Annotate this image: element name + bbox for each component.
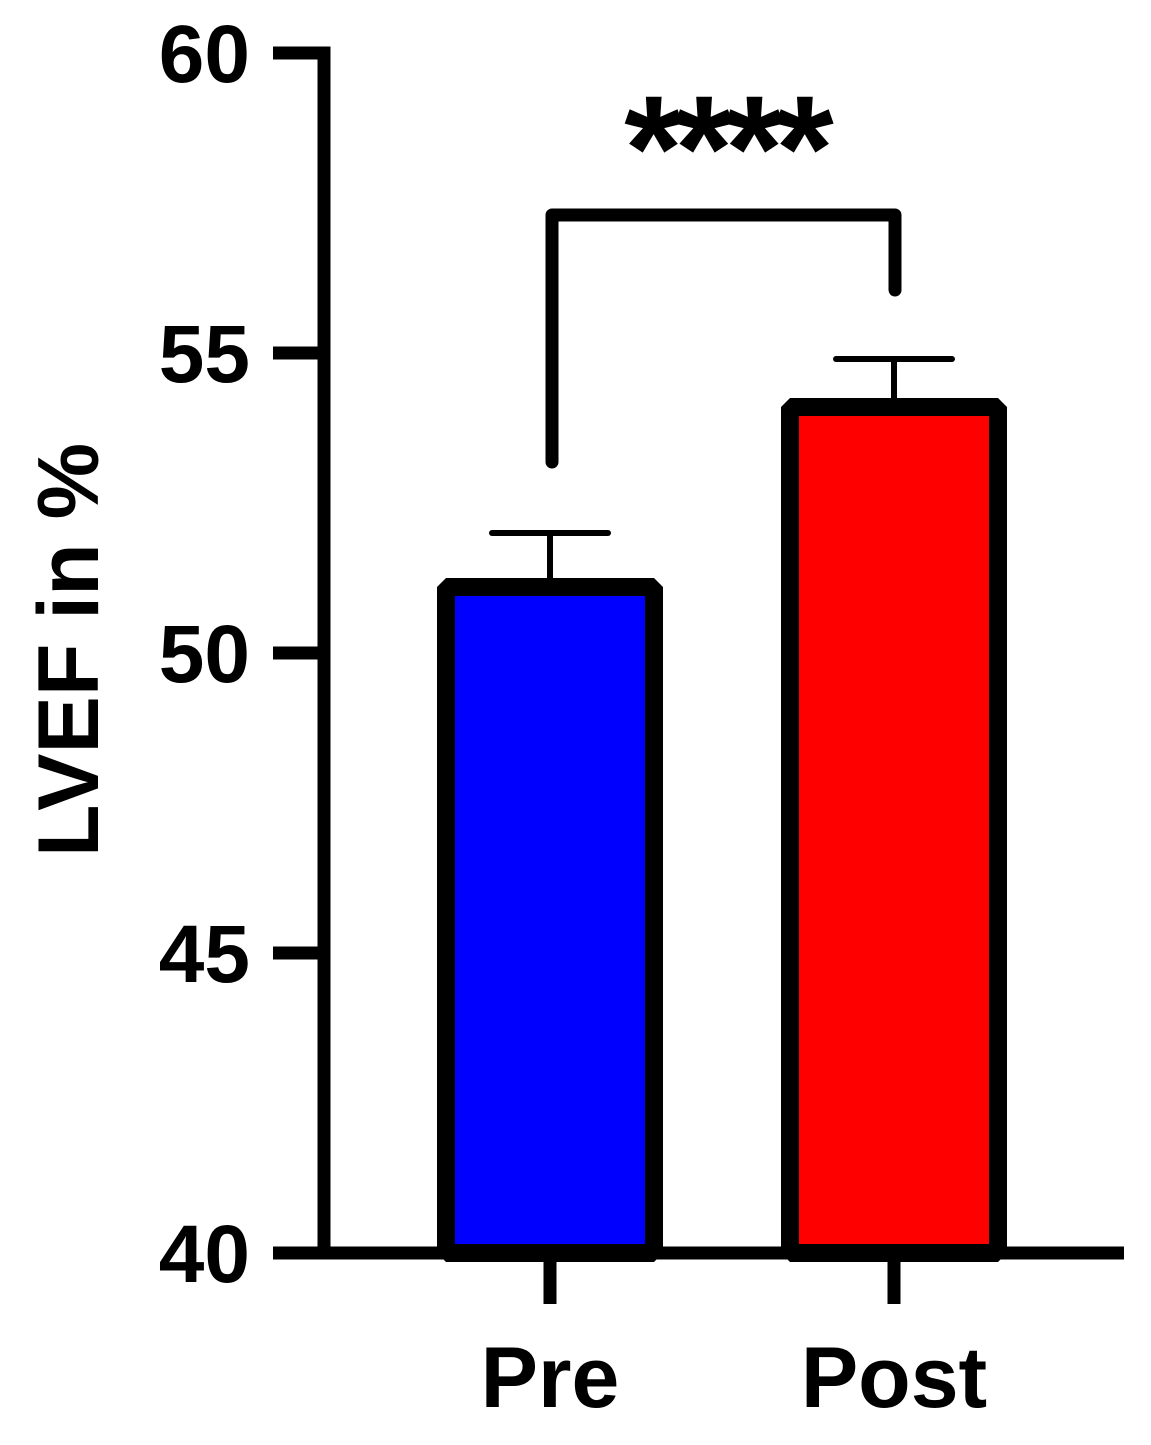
significance-label: **** xyxy=(624,64,834,232)
x-tick-label-pre: Pre xyxy=(481,1330,620,1426)
significance-bracket: **** xyxy=(545,64,902,469)
y-tick-label: 40 xyxy=(159,1209,250,1300)
bar-rect xyxy=(781,398,1007,1262)
bar-pre xyxy=(437,530,663,1262)
x-axis: Pre Post xyxy=(273,1246,1124,1426)
bars xyxy=(437,356,1007,1262)
y-tick-label: 60 xyxy=(159,9,250,100)
y-tick-label: 50 xyxy=(159,609,250,700)
y-tick-label: 45 xyxy=(159,909,250,1000)
y-tick-label: 55 xyxy=(159,309,250,400)
x-tick-label-post: Post xyxy=(801,1330,987,1426)
y-axis-label: LVEF in % xyxy=(21,443,117,857)
bracket-line xyxy=(545,208,902,469)
y-axis: 40 45 50 55 60 xyxy=(159,9,331,1300)
bar-post xyxy=(781,356,1007,1262)
bar-rect xyxy=(437,578,663,1262)
